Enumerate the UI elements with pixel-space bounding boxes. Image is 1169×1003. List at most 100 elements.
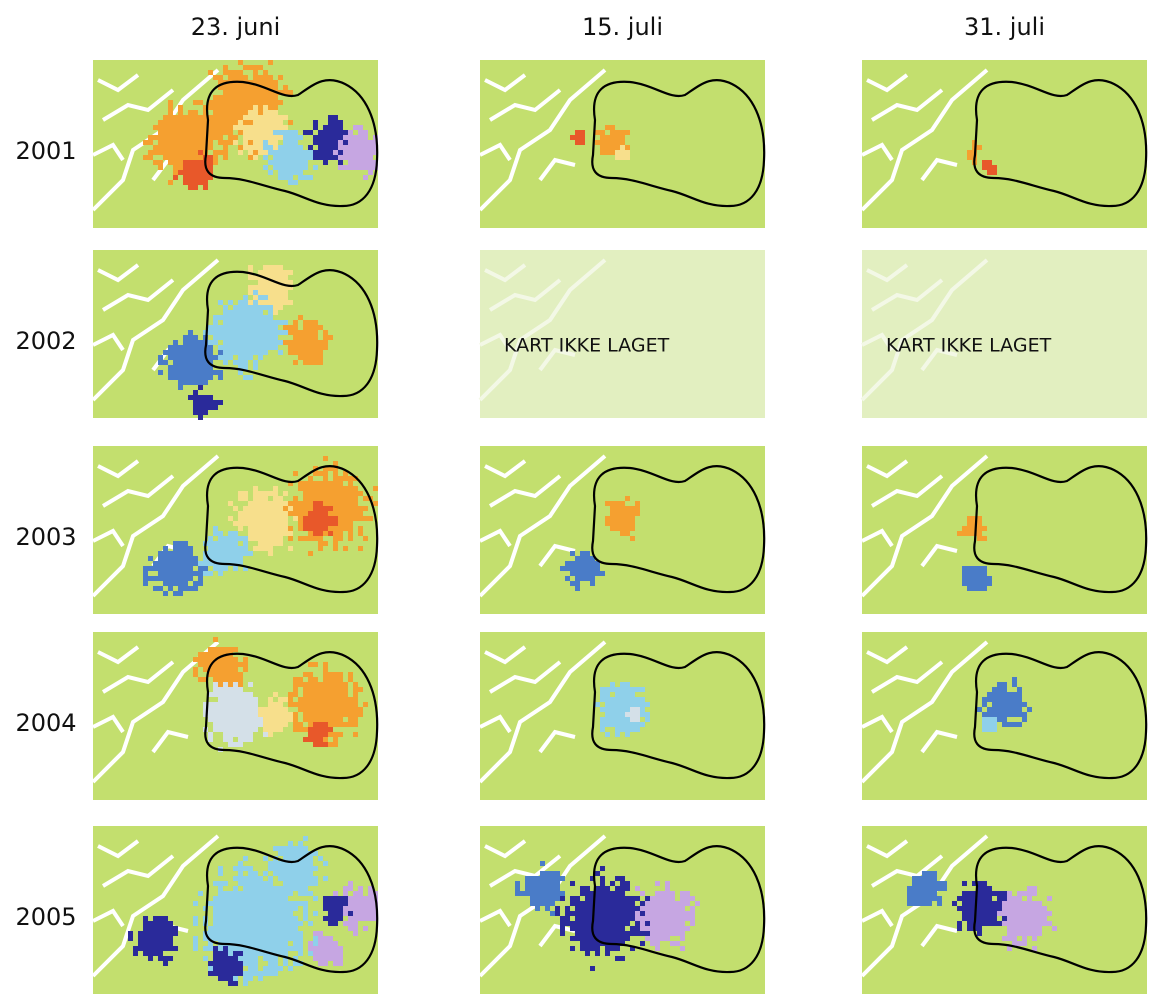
map-pixel [173, 551, 178, 556]
map-pixel [570, 881, 575, 886]
map-pixel [338, 911, 343, 916]
map-pixel [610, 526, 615, 531]
map-pixel [243, 546, 248, 551]
map-pixel [173, 576, 178, 581]
map-pixel [188, 551, 193, 556]
map-pixel [223, 966, 228, 971]
map-pixel [248, 931, 253, 936]
map-pixel [670, 926, 675, 931]
map-pixel [992, 891, 997, 896]
map-pixel [233, 100, 238, 105]
map-pixel [620, 531, 625, 536]
map-pixel [293, 330, 298, 335]
map-pixel [223, 145, 228, 150]
map-pixel [218, 556, 223, 561]
map-pixel [318, 531, 323, 536]
map-pixel [263, 496, 268, 501]
map-pixel [223, 961, 228, 966]
map-pixel [348, 155, 353, 160]
map-pixel [203, 380, 208, 385]
map-pixel [1037, 901, 1042, 906]
map-pixel [308, 486, 313, 491]
map-pixel [258, 125, 263, 130]
map-pixel [243, 737, 248, 742]
map-pixel [625, 511, 630, 516]
map-pixel [263, 931, 268, 936]
map-pixel [178, 350, 183, 355]
map-pixel [680, 931, 685, 936]
map-pixel [288, 717, 293, 722]
map-pixel [213, 961, 218, 966]
map-pixel [248, 876, 253, 881]
map-pixel [238, 355, 243, 360]
map-pixel [333, 901, 338, 906]
map-pixel [348, 491, 353, 496]
map-pixel [238, 742, 243, 747]
map-pixel [143, 571, 148, 576]
map-pixel [248, 732, 253, 737]
map-pixel [233, 916, 238, 921]
map-pixel [233, 662, 238, 667]
map-pixel [278, 320, 283, 325]
map-pixel [198, 581, 203, 586]
map-pixel [273, 896, 278, 901]
map-pixel [228, 110, 233, 115]
map-pixel [348, 722, 353, 727]
map-pixel [238, 871, 243, 876]
map-pixel [615, 891, 620, 896]
map-pixel [977, 536, 982, 541]
map-pixel [263, 290, 268, 295]
map-pixel [298, 160, 303, 165]
map-pixel [178, 345, 183, 350]
map-pixel [208, 546, 213, 551]
map-pixel [223, 110, 228, 115]
map-pixel [600, 876, 605, 881]
map-pixel [318, 345, 323, 350]
map-pixel [328, 516, 333, 521]
map-pixel [168, 571, 173, 576]
map-pixel [645, 936, 650, 941]
map-pixel [303, 155, 308, 160]
map-pixel [927, 881, 932, 886]
map-pixel [620, 687, 625, 692]
map-pixel [328, 140, 333, 145]
map-pixel [977, 586, 982, 591]
map-pixel [308, 866, 313, 871]
map-pixel [308, 727, 313, 732]
map-pixel [228, 667, 233, 672]
map-pixel [198, 370, 203, 375]
map-pixel [273, 100, 278, 105]
map-pixel [655, 936, 660, 941]
map-pixel [323, 456, 328, 461]
map-pixel [258, 120, 263, 125]
map-pixel [283, 175, 288, 180]
map-pixel [253, 911, 258, 916]
map-pixel [263, 541, 268, 546]
map-pixel [982, 566, 987, 571]
map-pixel [233, 956, 238, 961]
map-pixel [228, 335, 233, 340]
map-pixel [917, 901, 922, 906]
map-pixel [253, 727, 258, 732]
map-pixel [308, 130, 313, 135]
map-pixel [153, 931, 158, 936]
map-pixel [982, 891, 987, 896]
map-pixel [328, 150, 333, 155]
map-pixel [298, 881, 303, 886]
map-pixel [605, 931, 610, 936]
map-pixel [228, 946, 233, 951]
map-pixel [610, 911, 615, 916]
map-pixel [1007, 697, 1012, 702]
map-pixel [328, 697, 333, 702]
map-pixel [213, 155, 218, 160]
map-pixel [1037, 921, 1042, 926]
map-pixel [268, 712, 273, 717]
map-pixel [308, 526, 313, 531]
map-pixel [303, 511, 308, 516]
map-pixel [238, 906, 243, 911]
map-pixel [248, 536, 253, 541]
map-pixel [243, 901, 248, 906]
map-pixel [992, 921, 997, 926]
map-pixel [203, 185, 208, 190]
map-pixel [243, 911, 248, 916]
